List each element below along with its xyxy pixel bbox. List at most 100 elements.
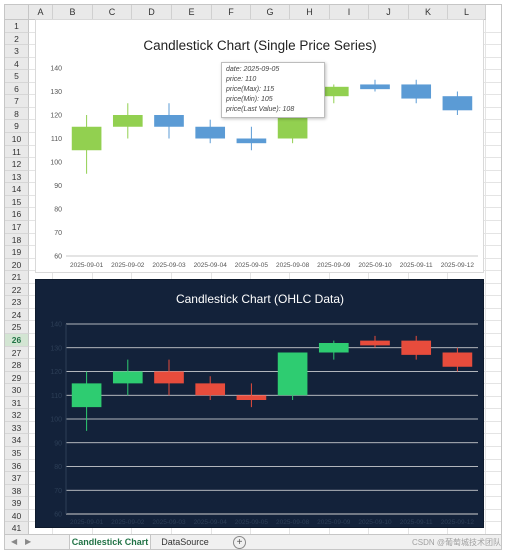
y-tick-label: 140 [50, 66, 62, 73]
row-header-25[interactable]: 25 [5, 321, 29, 334]
row-header-1[interactable]: 1 [5, 20, 29, 33]
x-tick-label: 2025-09-03 [152, 519, 186, 526]
column-header-J[interactable]: J [369, 5, 409, 20]
row-header-32[interactable]: 32 [5, 409, 29, 422]
tooltip-line-max: price(Max): 115 [226, 86, 275, 93]
row-header-6[interactable]: 6 [5, 82, 29, 96]
row-header-24[interactable]: 24 [5, 308, 29, 322]
candle-body [442, 352, 473, 367]
select-all-corner[interactable] [5, 5, 29, 20]
row-header-9[interactable]: 9 [5, 120, 29, 134]
x-tick-label: 2025-09-11 [400, 262, 433, 269]
x-tick-label: 2025-09-01 [70, 519, 104, 526]
row-header-28[interactable]: 28 [5, 359, 29, 372]
row-header-19[interactable]: 19 [5, 246, 29, 259]
candle-body [154, 371, 184, 384]
x-tick-label: 2025-09-12 [441, 262, 475, 269]
column-header-F[interactable]: F [212, 5, 251, 20]
candle-body [236, 395, 267, 400]
row-header-7[interactable]: 7 [5, 95, 29, 108]
tooltip-line-price: price: 110 [226, 76, 257, 83]
column-header-L[interactable]: L [448, 5, 486, 20]
candlestick-chart-dark[interactable]: Candlestick Chart (OHLC Data) 60 70 80 90 100… [35, 279, 484, 528]
row-header-27[interactable]: 27 [5, 346, 29, 360]
row-header-31[interactable]: 31 [5, 396, 29, 410]
column-header-K[interactable]: K [409, 5, 448, 20]
row-header-3[interactable]: 3 [5, 45, 29, 58]
column-header-C[interactable]: C [93, 5, 132, 20]
column-header-I[interactable]: I [330, 5, 369, 20]
row-header-2[interactable]: 2 [5, 32, 29, 46]
x-tick-label: 2025-09-12 [441, 519, 475, 526]
next-sheet-arrow-icon[interactable]: ▶ [25, 537, 32, 546]
row-header-36[interactable]: 36 [5, 459, 29, 473]
grid-line-vertical [52, 20, 53, 535]
column-header-A[interactable]: A [29, 5, 53, 20]
row-header-5[interactable]: 5 [5, 70, 29, 83]
row-header-12[interactable]: 12 [5, 158, 29, 171]
row-header-10[interactable]: 10 [5, 133, 29, 146]
row-header-14[interactable]: 14 [5, 183, 29, 196]
x-tick-label: 2025-09-02 [111, 262, 145, 269]
row-header-33[interactable]: 33 [5, 421, 29, 435]
row-header-23[interactable]: 23 [5, 296, 29, 309]
row-header-30[interactable]: 30 [5, 384, 29, 397]
row-header-21[interactable]: 21 [5, 271, 29, 284]
candle-body [195, 383, 226, 396]
grid-line-vertical [250, 20, 251, 535]
row-header-34[interactable]: 34 [5, 434, 29, 448]
grid-line-vertical [171, 20, 172, 535]
y-tick-label: 60 [54, 512, 62, 519]
y-tick-label: 110 [51, 136, 62, 143]
grid-line-vertical [485, 20, 486, 535]
row-header-8[interactable]: 8 [5, 107, 29, 121]
x-tick-label: 2025-09-08 [276, 262, 310, 269]
y-tick-label: 100 [50, 417, 62, 424]
grid-line-vertical [92, 20, 93, 535]
candlestick-chart-light[interactable]: Candlestick Chart (Single Price Series) 6… [35, 19, 484, 273]
column-header-G[interactable]: G [251, 5, 290, 20]
data-point-tooltip: date: 2025-09-05 price: 110 price(Max): … [221, 62, 325, 118]
x-tick-label: 2025-09-03 [152, 262, 186, 269]
row-header-20[interactable]: 20 [5, 258, 29, 272]
chart-title: Candlestick Chart (OHLC Data) [176, 292, 344, 306]
column-header-H[interactable]: H [290, 5, 330, 20]
row-header-26[interactable]: 26 [5, 334, 29, 347]
candle-body [71, 126, 102, 151]
candle-body [401, 340, 432, 355]
column-header-D[interactable]: D [132, 5, 172, 20]
candle-body [360, 340, 390, 346]
tooltip-line-last: price(Last Value): 108 [226, 106, 295, 113]
prev-sheet-arrow-icon[interactable]: ◀ [11, 537, 18, 546]
row-header-13[interactable]: 13 [5, 170, 29, 184]
row-header-11[interactable]: 11 [5, 145, 29, 159]
row-header-37[interactable]: 37 [5, 472, 29, 485]
add-sheet-icon[interactable]: + [233, 536, 246, 549]
sheet-tab-datasource[interactable]: DataSource [161, 537, 209, 547]
row-header-29[interactable]: 29 [5, 371, 29, 385]
column-header-B[interactable]: B [53, 5, 93, 20]
y-tick-label: 90 [54, 183, 62, 190]
row-header-39[interactable]: 39 [5, 497, 29, 510]
x-tick-label: 2025-09-10 [358, 262, 392, 269]
row-header-40[interactable]: 40 [5, 509, 29, 523]
row-header-35[interactable]: 35 [5, 447, 29, 460]
sheet-tab-candlestick-chart[interactable]: Candlestick Chart [69, 535, 151, 549]
candle-body [318, 343, 349, 353]
tooltip-line-min: price(Min): 105 [226, 96, 273, 103]
candle-body [318, 86, 349, 97]
y-tick-label: 120 [50, 369, 62, 376]
x-tick-label: 2025-09-08 [276, 519, 310, 526]
row-header-17[interactable]: 17 [5, 220, 29, 234]
y-tick-label: 110 [51, 393, 62, 400]
row-header-38[interactable]: 38 [5, 484, 29, 498]
row-header-22[interactable]: 22 [5, 283, 29, 297]
row-header-15[interactable]: 15 [5, 195, 29, 209]
column-header-E[interactable]: E [172, 5, 212, 20]
grid-line-vertical [289, 20, 290, 535]
row-header-16[interactable]: 16 [5, 208, 29, 221]
row-header-4[interactable]: 4 [5, 57, 29, 71]
y-tick-label: 70 [54, 230, 62, 237]
row-header-18[interactable]: 18 [5, 233, 29, 247]
